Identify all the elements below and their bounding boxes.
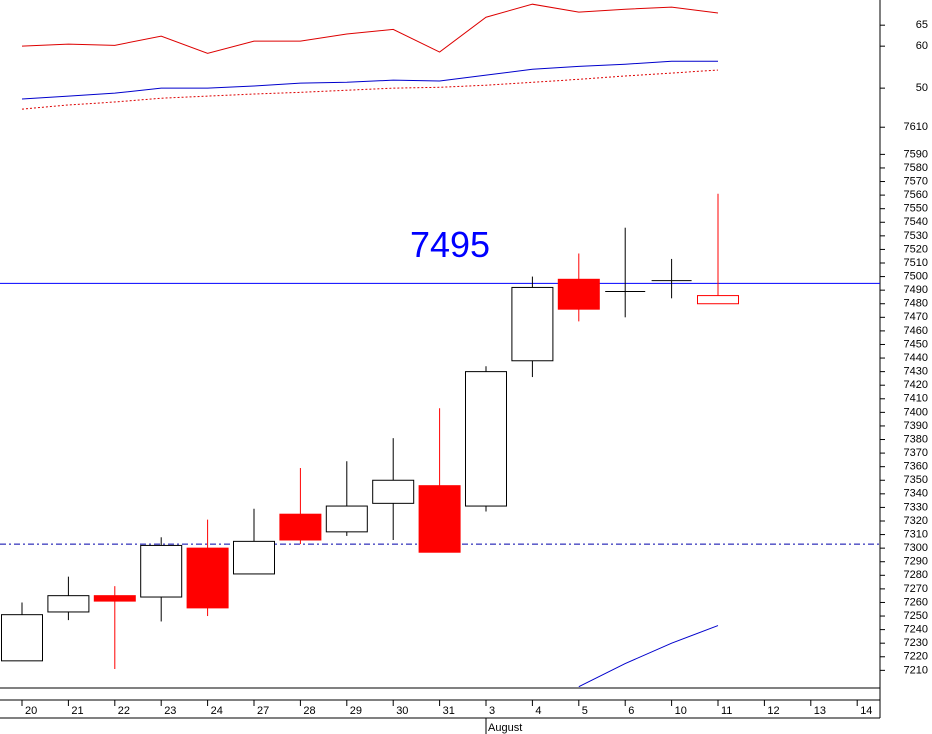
y-tick-label: 7590: [904, 148, 928, 160]
y-tick-label: 7540: [904, 216, 928, 228]
y-tick-label: 7610: [904, 121, 928, 133]
y-tick-label: 7560: [904, 189, 928, 201]
y-tick-label: 7530: [904, 230, 928, 242]
x-tick-label: 4: [535, 705, 541, 717]
y-tick-label: 7220: [904, 651, 928, 663]
y-tick-label: 7440: [904, 352, 928, 364]
y-tick-label: 7370: [904, 447, 928, 459]
candle-body: [557, 278, 600, 310]
candle-body: [279, 513, 322, 541]
y-tick-label: 7430: [904, 366, 928, 378]
candle-body: [233, 540, 275, 575]
y-tick-label: 7380: [904, 433, 928, 445]
candle-body: [465, 371, 507, 507]
candle-body: [325, 505, 368, 533]
y-tick-label: 7280: [904, 569, 928, 581]
x-tick-label: 20: [25, 705, 37, 717]
y-tick-label: 7340: [904, 488, 928, 500]
indicator-line: [578, 625, 719, 688]
y-tick-label: 7350: [904, 474, 928, 486]
y-tick-label: 7580: [904, 162, 928, 174]
y-tick-label: 7230: [904, 637, 928, 649]
y-tick-label: 7460: [904, 325, 928, 337]
y-tick-label: 7290: [904, 556, 928, 568]
x-tick-label: 3: [489, 705, 495, 717]
y-tick-label: 7250: [904, 610, 928, 622]
candle-body: [372, 479, 415, 504]
x-tick-label: 28: [303, 705, 315, 717]
candle-body: [47, 595, 90, 613]
y-tick-label: 7360: [904, 461, 928, 473]
x-tick-label: 10: [675, 705, 687, 717]
y-tick-label: 7450: [904, 338, 928, 350]
y-tick-label: 7470: [904, 311, 928, 323]
y-tick-label: 7270: [904, 583, 928, 595]
y-tick-label: 7570: [904, 175, 928, 187]
y-tick-label: 7240: [904, 624, 928, 636]
candle-body: [186, 547, 229, 609]
candle-body: [93, 595, 136, 602]
x-tick-label: 14: [860, 705, 872, 717]
y-tick-label: 7490: [904, 284, 928, 296]
y-tick-label: 65: [916, 19, 928, 31]
candle-body: [511, 286, 554, 362]
candle-body: [1, 614, 43, 662]
y-tick-label: 7500: [904, 270, 928, 282]
x-tick-label: 23: [164, 705, 176, 717]
x-tick-label: 31: [443, 705, 455, 717]
y-tick-label: 7550: [904, 203, 928, 215]
x-tick-label: 6: [628, 705, 634, 717]
x-tick-label: 22: [118, 705, 130, 717]
y-tick-label: 7300: [904, 542, 928, 554]
y-tick-label: 7320: [904, 515, 928, 527]
x-tick-label: 30: [396, 705, 408, 717]
y-tick-label: 50: [916, 82, 928, 94]
indicator-line: [21, 60, 718, 100]
candle-body: [140, 544, 183, 598]
y-tick-label: 7520: [904, 243, 928, 255]
x-tick-label: 11: [721, 705, 732, 717]
y-tick-label: 7210: [904, 664, 928, 676]
y-tick-label: 7260: [904, 596, 928, 608]
x-tick-label: 12: [767, 705, 779, 717]
x-tick-label: 13: [814, 705, 826, 717]
y-tick-label: 7390: [904, 420, 928, 432]
y-tick-label: 7420: [904, 379, 928, 391]
candle-body: [697, 295, 739, 305]
x-tick-label: 21: [71, 705, 83, 717]
indicator-line: [21, 69, 719, 110]
y-tick-label: 7480: [904, 298, 928, 310]
y-tick-label: 7410: [904, 393, 928, 405]
x-tick-label: 27: [257, 705, 269, 717]
y-tick-label: 7330: [904, 501, 928, 513]
x-tick-label: 5: [582, 705, 588, 717]
month-label: August: [488, 722, 522, 734]
level-label: 7495: [410, 224, 490, 265]
indicator-line: [21, 3, 719, 54]
y-tick-label: 7400: [904, 406, 928, 418]
y-tick-label: 7510: [904, 257, 928, 269]
x-tick-label: 24: [211, 705, 223, 717]
x-tick-label: 29: [350, 705, 362, 717]
y-tick-label: 7310: [904, 528, 928, 540]
candle-body: [418, 485, 461, 553]
y-tick-label: 60: [916, 40, 928, 52]
